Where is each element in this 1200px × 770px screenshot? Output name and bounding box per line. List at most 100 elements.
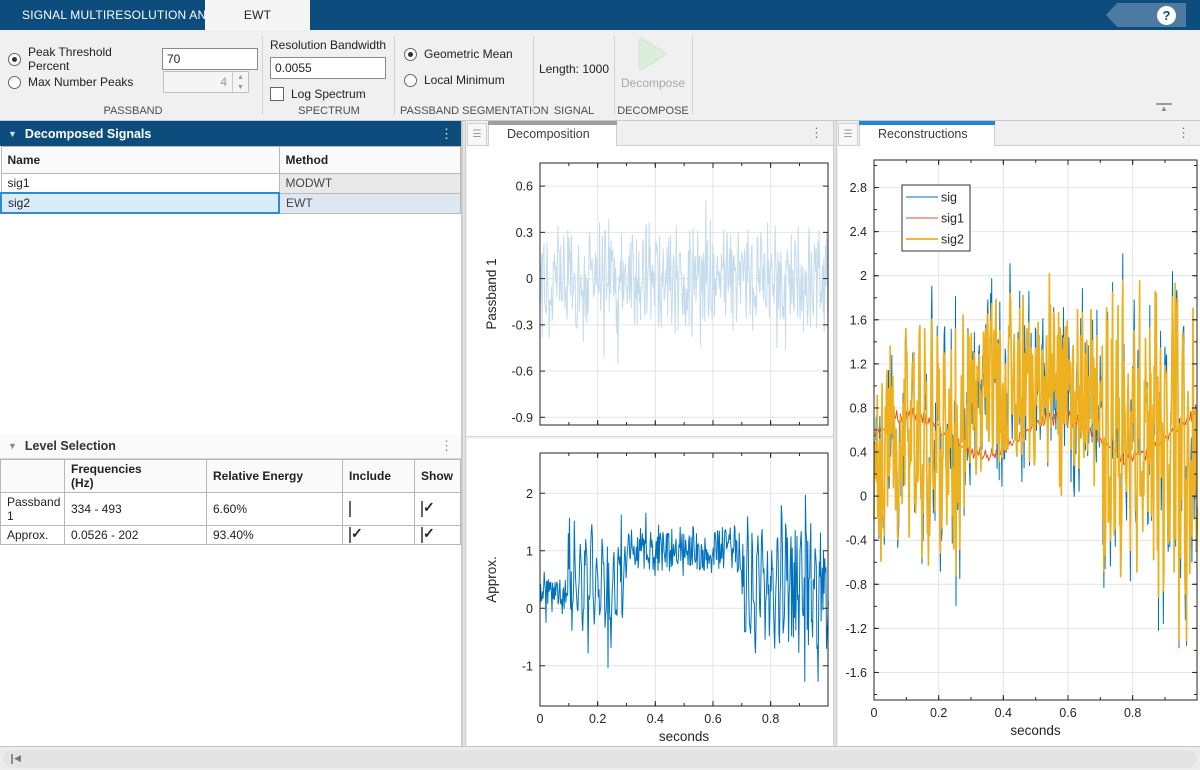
tab-reconstructions[interactable]: Reconstructions — [859, 121, 995, 146]
max-peaks-stepper[interactable]: 4 ▲▼ — [163, 71, 249, 93]
svg-text:0.3: 0.3 — [516, 226, 533, 240]
signal-name-cell[interactable]: sig1 — [1, 174, 279, 194]
column-header-include: Include — [343, 460, 415, 493]
table-row[interactable]: sig1 MODWT — [1, 174, 461, 194]
max-peaks-label: Max Number Peaks — [28, 75, 133, 89]
panel-grip-icon[interactable]: ☰ — [467, 123, 487, 146]
svg-text:seconds: seconds — [659, 729, 710, 744]
svg-text:-1: -1 — [522, 659, 533, 673]
svg-text:-0.3: -0.3 — [511, 318, 533, 332]
level-label: Passband 1 — [1, 493, 65, 526]
svg-text:0: 0 — [526, 272, 533, 286]
peak-threshold-label: Peak Threshold Percent — [28, 45, 155, 73]
svg-text:0: 0 — [860, 490, 867, 504]
geometric-mean-radio[interactable] — [404, 48, 417, 61]
show-checkbox[interactable] — [421, 501, 423, 517]
include-checkbox[interactable] — [349, 501, 351, 517]
decomposition-panel: ☰ Decomposition ⋮ 0.60.30-0.3-0.6-0.9Pas… — [467, 121, 833, 746]
collapse-triangle-icon[interactable]: ▼ — [8, 441, 17, 451]
column-header-frequencies: Frequencies (Hz) — [65, 460, 207, 493]
svg-text:0: 0 — [871, 706, 878, 720]
svg-text:Approx.: Approx. — [484, 556, 499, 603]
reconstructions-tab-bar: ☰ Reconstructions ⋮ — [838, 121, 1200, 146]
svg-text:1: 1 — [526, 544, 533, 558]
decomposition-plots: 0.60.30-0.3-0.6-0.9Passband 1 210-100.20… — [467, 146, 833, 746]
svg-text:seconds: seconds — [1010, 723, 1061, 738]
stepper-up-icon[interactable]: ▲ — [233, 72, 248, 82]
log-spectrum-label: Log Spectrum — [291, 87, 366, 101]
svg-text:-0.4: -0.4 — [845, 534, 867, 548]
column-header-show: Show — [415, 460, 461, 493]
include-checkbox[interactable] — [349, 527, 351, 543]
decomposed-signals-header[interactable]: ▼ Decomposed Signals ⋮ — [0, 121, 461, 146]
table-row[interactable]: sig2 EWT — [1, 193, 461, 213]
collapse-toolstrip-button[interactable]: ▲ — [1156, 103, 1172, 112]
max-peaks-value: 4 — [164, 72, 232, 92]
collapse-triangle-icon[interactable]: ▼ — [8, 129, 17, 139]
svg-text:0.2: 0.2 — [589, 712, 606, 726]
show-checkbox[interactable] — [421, 527, 423, 543]
svg-text:0.8: 0.8 — [850, 401, 867, 415]
svg-text:0: 0 — [537, 712, 544, 726]
approx-chart[interactable]: 210-100.20.40.60.8secondsApprox. — [467, 439, 833, 745]
help-tag: ? — [1106, 3, 1186, 27]
decompose-section-label: DECOMPOSE — [616, 105, 690, 117]
tab-decomposition[interactable]: Decomposition — [488, 121, 617, 146]
svg-text:0.8: 0.8 — [762, 712, 779, 726]
collapse-arrow-icon: ▲ — [1156, 106, 1172, 112]
signal-method-cell: MODWT — [279, 174, 461, 194]
decomposed-signals-table: Name Method sig1 MODWT sig2 EWT — [0, 146, 461, 214]
left-panel: ▼ Decomposed Signals ⋮ Name Method sig1 … — [0, 121, 462, 746]
svg-text:1.6: 1.6 — [850, 313, 867, 327]
svg-text:2: 2 — [526, 487, 533, 501]
collapse-left-icon[interactable]: ◀ — [11, 753, 21, 764]
svg-text:-0.6: -0.6 — [511, 365, 533, 379]
table-row: Passband 1 334 - 493 6.60% — [1, 493, 461, 526]
local-minimum-radio[interactable] — [404, 74, 417, 87]
signal-method-cell: EWT — [279, 193, 461, 213]
segmentation-section-label: PASSBAND SEGMENTATION — [400, 105, 530, 117]
svg-text:0: 0 — [526, 602, 533, 616]
decompose-button-label: Decompose — [616, 76, 690, 90]
level-frequencies: 0.0526 - 202 — [65, 526, 207, 545]
stepper-down-icon[interactable]: ▼ — [233, 82, 248, 92]
decomposition-menu-icon[interactable]: ⋮ — [810, 125, 823, 141]
decomposed-signals-menu-icon[interactable]: ⋮ — [440, 126, 453, 142]
peak-threshold-radio[interactable] — [8, 53, 21, 66]
peak-threshold-input[interactable] — [162, 48, 258, 70]
svg-text:0.4: 0.4 — [995, 706, 1012, 720]
bottom-bar: ◀ — [0, 746, 1200, 770]
level-label: Approx. — [1, 526, 65, 545]
decomposed-signals-title: Decomposed Signals — [25, 127, 440, 141]
reconstructions-menu-icon[interactable]: ⋮ — [1177, 125, 1190, 141]
reconstructions-chart[interactable]: 2.82.421.61.20.80.40-0.4-0.8-1.2-1.600.2… — [838, 146, 1200, 745]
level-frequencies: 334 - 493 — [65, 493, 207, 526]
decomposition-tab-bar: ☰ Decomposition ⋮ — [467, 121, 833, 146]
level-selection-header[interactable]: ▼ Level Selection ⋮ — [0, 434, 461, 459]
column-header-relative-energy: Relative Energy — [207, 460, 343, 493]
tab-ewt[interactable]: EWT — [205, 0, 310, 30]
spectrum-section-label: SPECTRUM — [270, 105, 388, 117]
toolstrip: Peak Threshold Percent Max Number Peaks … — [0, 30, 1200, 121]
section-spectrum: Resolution Bandwidth Log Spectrum SPECTR… — [270, 30, 388, 120]
svg-text:1.2: 1.2 — [850, 357, 867, 371]
help-icon[interactable]: ? — [1157, 6, 1176, 25]
log-spectrum-checkbox[interactable] — [270, 87, 284, 101]
reconstructions-panel: ☰ Reconstructions ⋮ 2.82.421.61.20.80.40… — [838, 121, 1200, 746]
svg-text:0.2: 0.2 — [930, 706, 947, 720]
resolution-bandwidth-input[interactable] — [270, 57, 386, 79]
column-header-name: Name — [1, 147, 279, 174]
decompose-button[interactable]: Decompose — [616, 38, 690, 90]
passband1-chart[interactable]: 0.60.30-0.3-0.6-0.9Passband 1 — [467, 146, 833, 433]
svg-text:-0.8: -0.8 — [845, 578, 867, 592]
table-row: Approx. 0.0526 - 202 93.40% — [1, 526, 461, 545]
svg-text:0.6: 0.6 — [516, 180, 533, 194]
svg-text:sig1: sig1 — [941, 212, 964, 226]
signal-name-cell[interactable]: sig2 — [1, 193, 279, 213]
panel-grip-icon[interactable]: ☰ — [838, 123, 858, 146]
level-energy: 6.60% — [207, 493, 343, 526]
max-peaks-radio[interactable] — [8, 76, 21, 89]
section-signal: Length: 1000 SIGNAL — [536, 30, 612, 120]
level-selection-menu-icon[interactable]: ⋮ — [440, 438, 453, 454]
local-minimum-label: Local Minimum — [424, 73, 505, 87]
